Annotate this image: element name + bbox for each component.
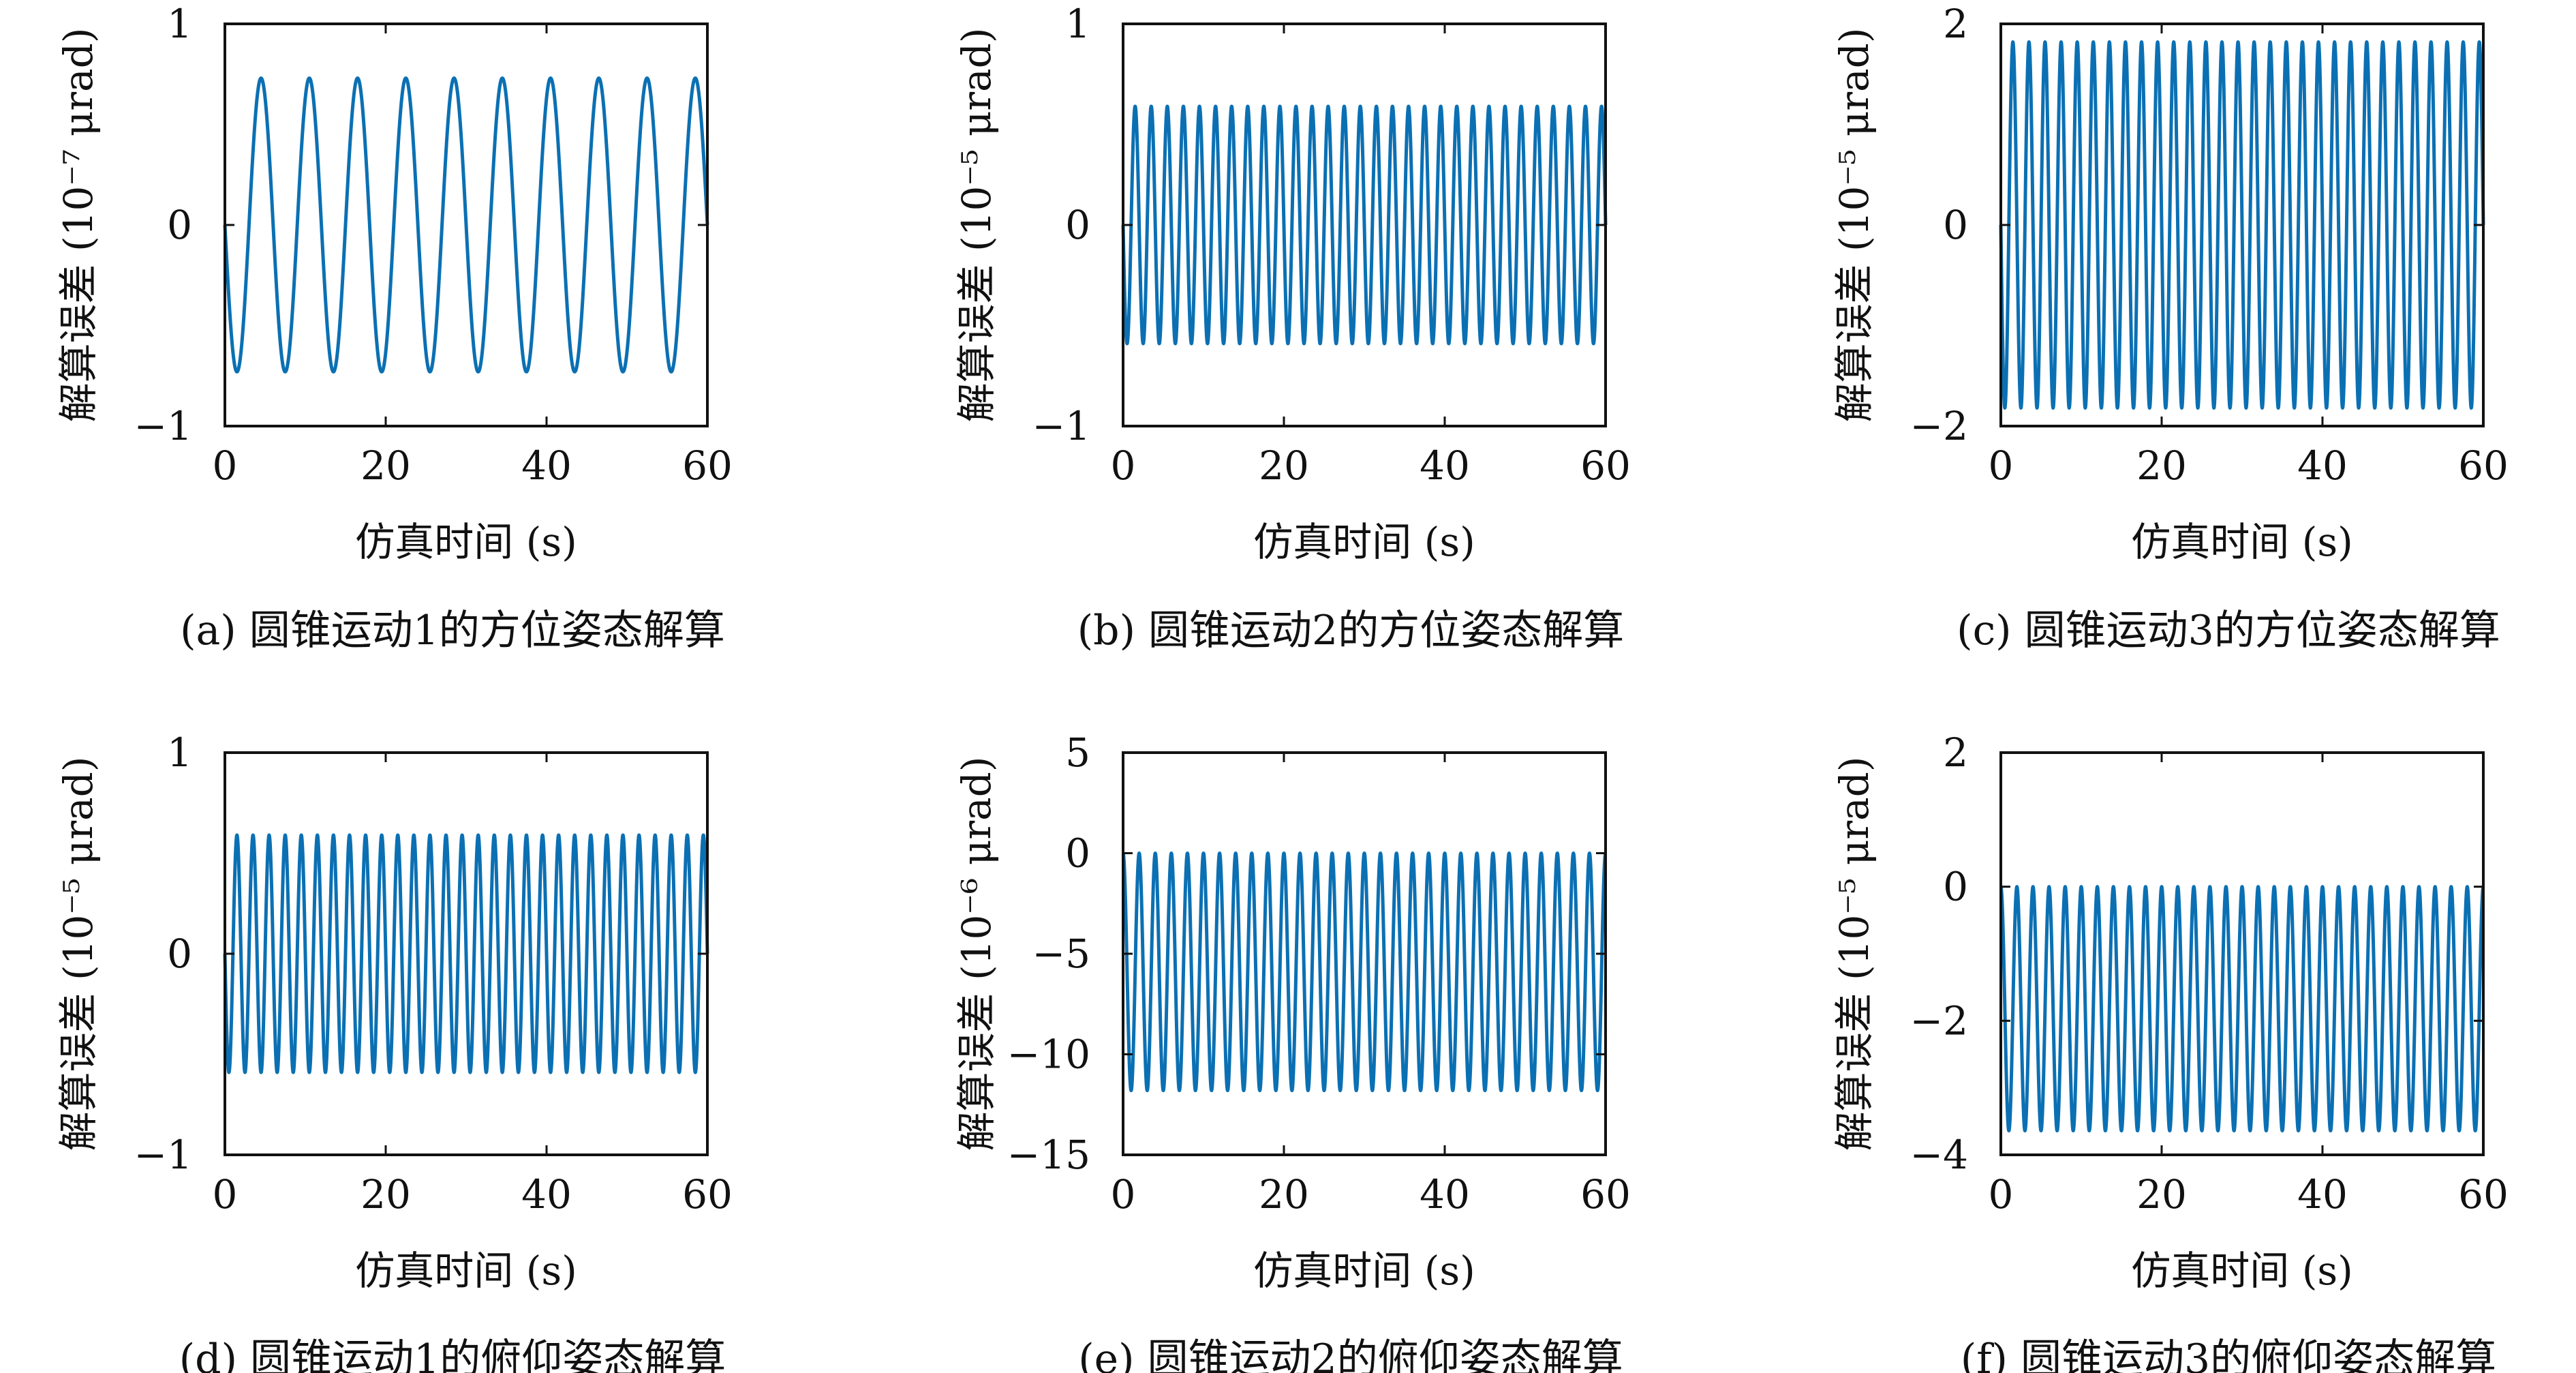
x-tick-label: 20: [1259, 442, 1309, 489]
subfigure-caption: (f) 圆锥运动3的俯仰姿态解算: [1961, 1336, 2496, 1373]
chart-panel-f: 0 20 40 60 −4 −2 0 2 仿真时间 (s) 解算误差 (10⁻⁵ μrad) (f)…: [1831, 729, 2509, 1373]
y-tick-label: 0: [167, 931, 192, 977]
y-tick-label: −1: [134, 1132, 193, 1178]
chart-panel-c: 0 20 40 60 −2 0 2 仿真时间 (s) 解算误差 (10⁻⁵ μrad) (c) 圆…: [1831, 1, 2509, 654]
chart-panel-b: 0 20 40 60 −1 0 1 仿真时间 (s) 解算误差 (10⁻⁵ μrad) (b) 圆…: [953, 1, 1631, 654]
x-tick-label: 60: [682, 1171, 733, 1218]
y-tick-label: −1: [134, 403, 193, 449]
x-tick-label: 60: [2458, 1171, 2509, 1218]
y-tick-label: 0: [167, 202, 192, 248]
x-tick-label: 0: [213, 442, 238, 489]
x-tick-label: 20: [2136, 442, 2187, 489]
x-tick-label: 0: [1989, 1171, 2014, 1218]
subfigure-caption: (b) 圆锥运动2的方位姿态解算: [1077, 607, 1624, 654]
chart-panel-a: 0 20 40 60 −1 0 1 仿真时间 (s) 解算误差 (10⁻⁷ μrad) (a) 圆…: [55, 1, 733, 654]
series-line: [223, 76, 709, 374]
x-axis-label: 仿真时间 (s): [1253, 519, 1475, 565]
x-tick-label: 0: [1111, 1171, 1136, 1218]
y-axis-label: 解算误差 (10⁻⁶ μrad): [953, 757, 1000, 1151]
x-tick-label: 40: [521, 442, 572, 489]
y-tick-label: 2: [1943, 1, 1968, 47]
plot-frame: [1122, 751, 1607, 1156]
x-tick-label: 60: [1580, 442, 1631, 489]
subfigure-caption: (d) 圆锥运动1的俯仰姿态解算: [179, 1336, 726, 1373]
y-tick-label: −1: [1032, 403, 1091, 449]
x-tick-label: 60: [682, 442, 733, 489]
chart-panel-d: 0 20 40 60 −1 0 1 仿真时间 (s) 解算误差 (10⁻⁵ μrad) (d) 圆…: [55, 729, 733, 1373]
x-tick-label: 40: [1420, 442, 1470, 489]
x-tick-label: 60: [1580, 1171, 1631, 1218]
y-axis-label: 解算误差 (10⁻⁷ μrad): [55, 28, 102, 423]
x-tick-label: 0: [213, 1171, 238, 1218]
x-axis-label: 仿真时间 (s): [1253, 1248, 1475, 1294]
x-tick-label: 0: [1111, 442, 1136, 489]
y-axis-label: 解算误差 (10⁻⁵ μrad): [1831, 757, 1877, 1151]
y-axis-label: 解算误差 (10⁻⁵ μrad): [953, 28, 1000, 423]
y-tick-label: 1: [167, 1, 192, 47]
x-tick-label: 60: [2458, 442, 2509, 489]
x-tick-label: 0: [1989, 442, 2014, 489]
x-axis-label: 仿真时间 (s): [2131, 519, 2352, 565]
x-axis-label: 仿真时间 (s): [355, 519, 577, 565]
chart-panel-e: 0 20 40 60 −15 −10 −5 0 5 仿真时间 (s) 解算误差 (10⁻⁶ μrad…: [953, 729, 1631, 1373]
y-tick-label: 1: [167, 729, 192, 776]
y-tick-label: −5: [1032, 931, 1091, 977]
x-tick-label: 40: [521, 1171, 572, 1218]
y-tick-label: 5: [1065, 729, 1090, 776]
x-tick-label: 40: [1420, 1171, 1470, 1218]
y-tick-label: 2: [1943, 729, 1968, 776]
y-tick-label: −2: [1910, 997, 1969, 1044]
x-tick-label: 20: [1259, 1171, 1309, 1218]
y-tick-label: 0: [1065, 202, 1090, 248]
y-tick-label: 0: [1065, 830, 1090, 877]
series-line: [223, 833, 709, 1074]
y-tick-label: −10: [1007, 1031, 1090, 1078]
subfigure-caption: (c) 圆锥运动3的方位姿态解算: [1957, 607, 2500, 654]
y-tick-label: 0: [1943, 864, 1968, 910]
x-tick-label: 40: [2297, 1171, 2348, 1218]
x-axis-label: 仿真时间 (s): [355, 1248, 577, 1294]
series-line: [1999, 885, 2485, 1133]
subfigure-caption: (a) 圆锥运动1的方位姿态解算: [180, 607, 725, 654]
y-axis-label: 解算误差 (10⁻⁵ μrad): [55, 757, 102, 1151]
x-tick-label: 20: [361, 442, 411, 489]
y-axis-label: 解算误差 (10⁻⁵ μrad): [1831, 28, 1877, 423]
y-tick-label: −2: [1910, 403, 1969, 449]
series-line: [1121, 851, 1608, 1093]
series-line: [1121, 104, 1608, 346]
x-tick-label: 20: [2136, 1171, 2187, 1218]
y-tick-label: −15: [1007, 1132, 1090, 1178]
x-tick-label: 20: [361, 1171, 411, 1218]
y-tick-label: −4: [1910, 1132, 1969, 1178]
subfigure-caption: (e) 圆锥运动2的俯仰姿态解算: [1078, 1336, 1623, 1373]
y-tick-label: 0: [1943, 202, 1968, 248]
plot-frame: [1999, 751, 2485, 1156]
x-axis-label: 仿真时间 (s): [2131, 1248, 2352, 1294]
y-tick-label: 1: [1065, 1, 1090, 47]
series-line: [1999, 40, 2485, 410]
x-tick-label: 40: [2297, 442, 2348, 489]
